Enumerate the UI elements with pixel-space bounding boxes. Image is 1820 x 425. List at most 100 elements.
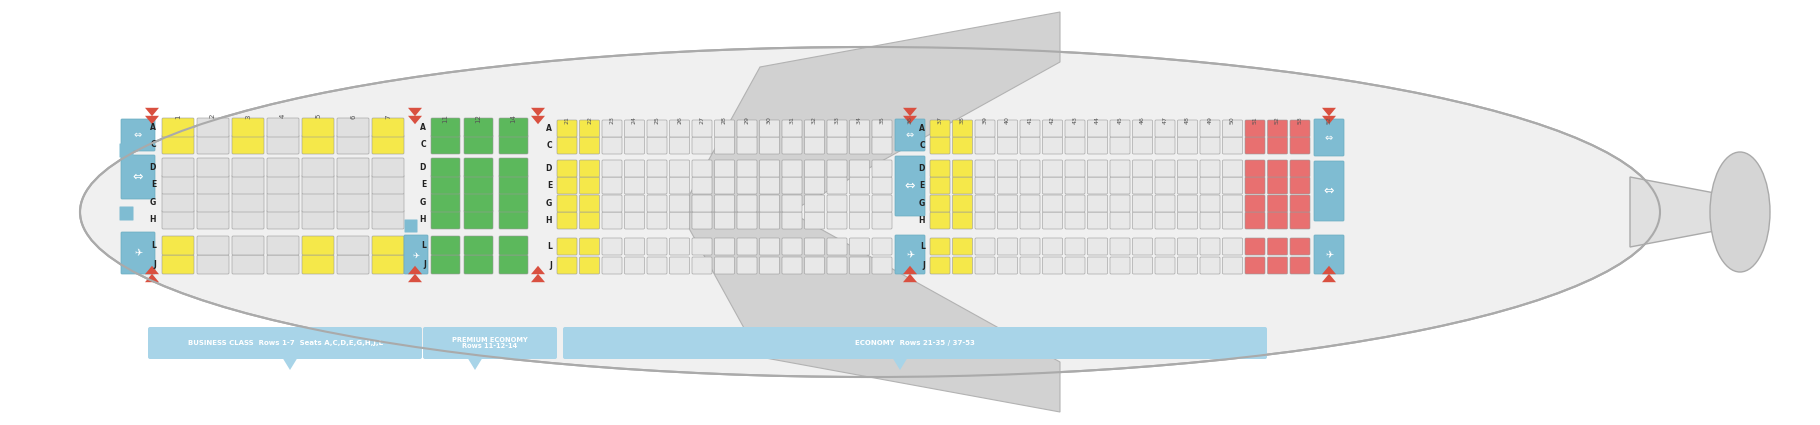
FancyBboxPatch shape	[1267, 137, 1287, 154]
FancyBboxPatch shape	[1110, 120, 1130, 137]
FancyBboxPatch shape	[302, 135, 335, 154]
FancyBboxPatch shape	[646, 137, 666, 154]
FancyBboxPatch shape	[1267, 212, 1287, 229]
FancyBboxPatch shape	[1043, 120, 1063, 137]
Polygon shape	[903, 266, 917, 274]
FancyBboxPatch shape	[1019, 195, 1039, 212]
Text: C: C	[420, 140, 426, 149]
FancyBboxPatch shape	[1314, 235, 1343, 274]
FancyBboxPatch shape	[1043, 257, 1063, 274]
FancyBboxPatch shape	[1132, 120, 1152, 137]
FancyBboxPatch shape	[1267, 160, 1287, 177]
Text: H: H	[419, 215, 426, 224]
FancyBboxPatch shape	[1290, 177, 1310, 194]
FancyBboxPatch shape	[826, 238, 846, 255]
FancyBboxPatch shape	[1019, 160, 1039, 177]
FancyBboxPatch shape	[1223, 195, 1243, 212]
FancyBboxPatch shape	[557, 195, 577, 212]
Polygon shape	[1321, 266, 1336, 274]
FancyBboxPatch shape	[1132, 195, 1152, 212]
FancyBboxPatch shape	[1065, 212, 1085, 229]
FancyBboxPatch shape	[997, 137, 1017, 154]
FancyBboxPatch shape	[1156, 195, 1176, 212]
Text: 37: 37	[937, 116, 943, 124]
FancyBboxPatch shape	[1019, 212, 1039, 229]
FancyBboxPatch shape	[602, 257, 622, 274]
FancyBboxPatch shape	[1178, 257, 1198, 274]
FancyBboxPatch shape	[602, 212, 622, 229]
Text: 14: 14	[510, 114, 517, 123]
Polygon shape	[282, 357, 298, 370]
FancyBboxPatch shape	[1290, 212, 1310, 229]
FancyBboxPatch shape	[268, 193, 298, 212]
FancyBboxPatch shape	[1245, 195, 1265, 212]
FancyBboxPatch shape	[759, 177, 779, 194]
Text: 11: 11	[442, 114, 448, 123]
FancyBboxPatch shape	[930, 238, 950, 255]
FancyBboxPatch shape	[850, 195, 870, 212]
FancyBboxPatch shape	[1178, 238, 1198, 255]
Text: 50: 50	[1230, 116, 1236, 124]
FancyBboxPatch shape	[579, 212, 599, 229]
FancyBboxPatch shape	[1065, 137, 1085, 154]
FancyBboxPatch shape	[715, 257, 735, 274]
FancyBboxPatch shape	[120, 119, 155, 151]
FancyBboxPatch shape	[464, 158, 493, 177]
FancyBboxPatch shape	[1267, 120, 1287, 137]
FancyBboxPatch shape	[1156, 212, 1176, 229]
FancyBboxPatch shape	[850, 238, 870, 255]
FancyBboxPatch shape	[1199, 257, 1219, 274]
FancyBboxPatch shape	[952, 238, 972, 255]
Text: ⇔: ⇔	[133, 170, 144, 184]
FancyBboxPatch shape	[162, 193, 195, 212]
FancyBboxPatch shape	[850, 177, 870, 194]
FancyBboxPatch shape	[422, 327, 557, 359]
Polygon shape	[1631, 177, 1760, 247]
FancyBboxPatch shape	[1314, 161, 1343, 221]
FancyBboxPatch shape	[371, 135, 404, 154]
FancyBboxPatch shape	[464, 118, 493, 137]
Polygon shape	[1321, 274, 1336, 282]
FancyBboxPatch shape	[499, 158, 528, 177]
FancyBboxPatch shape	[120, 232, 155, 274]
Text: ✈: ✈	[135, 248, 142, 258]
Text: 33: 33	[835, 116, 839, 124]
FancyBboxPatch shape	[1088, 120, 1108, 137]
Text: 53: 53	[1298, 116, 1303, 124]
Text: 52: 52	[1327, 116, 1332, 124]
Polygon shape	[903, 274, 917, 282]
FancyBboxPatch shape	[930, 195, 950, 212]
Text: 32: 32	[812, 116, 817, 124]
FancyBboxPatch shape	[1245, 212, 1265, 229]
FancyBboxPatch shape	[1088, 177, 1108, 194]
FancyBboxPatch shape	[268, 175, 298, 194]
Text: 12: 12	[475, 114, 482, 123]
FancyBboxPatch shape	[1223, 238, 1243, 255]
FancyBboxPatch shape	[872, 257, 892, 274]
FancyBboxPatch shape	[1088, 212, 1108, 229]
Text: ✈: ✈	[413, 250, 419, 260]
FancyBboxPatch shape	[557, 212, 577, 229]
FancyBboxPatch shape	[1199, 195, 1219, 212]
Polygon shape	[1321, 116, 1336, 124]
FancyBboxPatch shape	[1065, 120, 1085, 137]
Text: J: J	[153, 260, 157, 269]
FancyBboxPatch shape	[850, 137, 870, 154]
FancyBboxPatch shape	[371, 255, 404, 274]
FancyBboxPatch shape	[268, 210, 298, 229]
FancyBboxPatch shape	[1065, 195, 1085, 212]
Text: 28: 28	[723, 116, 726, 124]
FancyBboxPatch shape	[737, 120, 757, 137]
FancyBboxPatch shape	[872, 120, 892, 137]
FancyBboxPatch shape	[1199, 160, 1219, 177]
FancyBboxPatch shape	[1199, 177, 1219, 194]
Polygon shape	[468, 357, 482, 370]
FancyBboxPatch shape	[804, 212, 824, 229]
FancyBboxPatch shape	[464, 255, 493, 274]
FancyBboxPatch shape	[692, 238, 712, 255]
Text: 44: 44	[1096, 116, 1099, 124]
Text: 52: 52	[1276, 116, 1279, 124]
FancyBboxPatch shape	[783, 257, 803, 274]
Text: 30: 30	[766, 116, 772, 124]
FancyBboxPatch shape	[431, 210, 460, 229]
